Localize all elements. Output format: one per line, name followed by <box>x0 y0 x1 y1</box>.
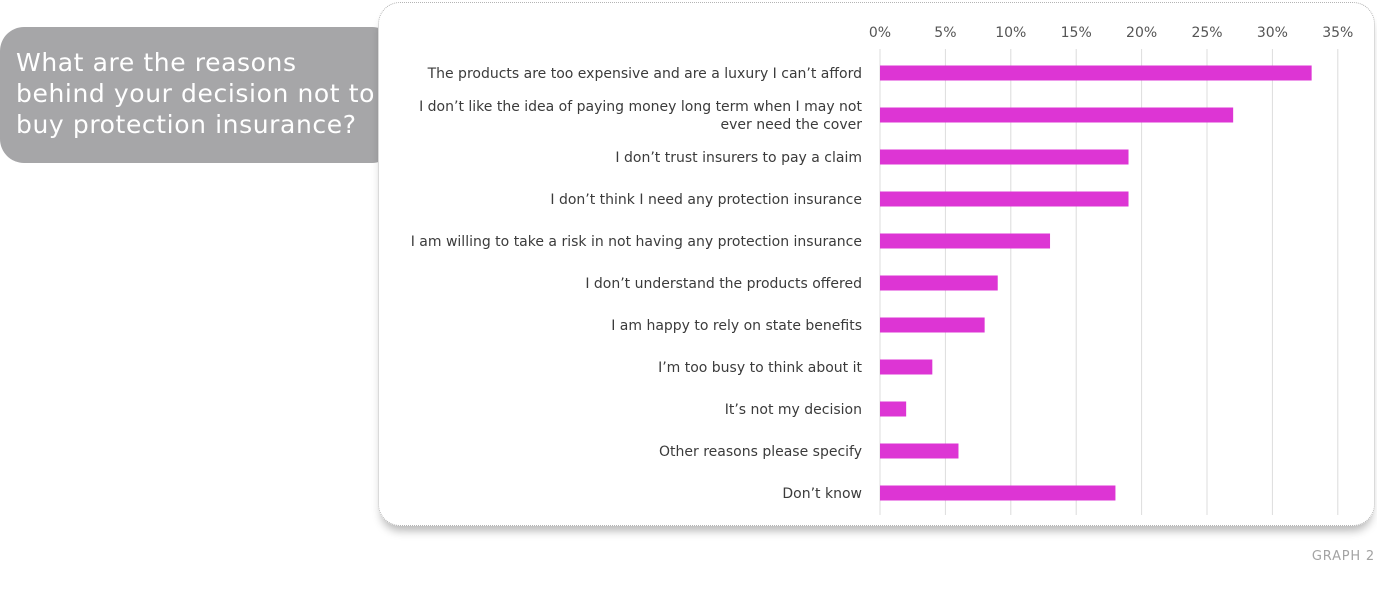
category-label: The products are too expensive and are a… <box>427 66 862 82</box>
category-label: I’m too busy to think about it <box>658 360 862 376</box>
category-label: Other reasons please specify <box>659 444 862 460</box>
bar <box>880 191 1129 207</box>
bar <box>880 443 959 459</box>
question-text: What are the reasons behind your decisio… <box>16 48 376 139</box>
x-tick-label: 10% <box>995 25 1026 41</box>
bar <box>880 107 1234 123</box>
x-tick-label: 20% <box>1126 25 1157 41</box>
bar <box>880 359 933 375</box>
x-tick-label: 15% <box>1061 25 1092 41</box>
bar <box>880 401 907 417</box>
category-label: I am willing to take a risk in not havin… <box>411 234 862 250</box>
question-box: What are the reasons behind your decisio… <box>0 27 396 163</box>
x-tick-label: 30% <box>1257 25 1288 41</box>
category-label: Don’t know <box>782 486 862 502</box>
bar-chart: 0% 5% 10% 15% 20% 25% 30% 35% The products are t… <box>411 25 1353 515</box>
bar <box>880 485 1116 501</box>
category-label: It’s not my decision <box>725 402 862 418</box>
chart-panel: 0% 5% 10% 15% 20% 25% 30% 35% The products are t… <box>378 2 1375 526</box>
x-tick-label: 35% <box>1322 25 1353 41</box>
category-label: I don’t like the idea of paying money lo… <box>419 99 862 133</box>
category-label: I am happy to rely on state benefits <box>611 318 862 334</box>
x-tick-label: 0% <box>869 25 891 41</box>
x-tick-label: 25% <box>1191 25 1222 41</box>
category-label: I don’t think I need any protection insu… <box>550 192 862 208</box>
category-label: I don’t understand the products offered <box>585 276 862 292</box>
bar <box>880 65 1312 81</box>
bar <box>880 233 1051 249</box>
x-tick-label: 5% <box>934 25 956 41</box>
bar <box>880 317 985 333</box>
bar <box>880 275 998 291</box>
graph-label: GRAPH 2 <box>1311 549 1375 564</box>
bar <box>880 149 1129 165</box>
category-label: I don’t trust insurers to pay a claim <box>615 150 862 166</box>
